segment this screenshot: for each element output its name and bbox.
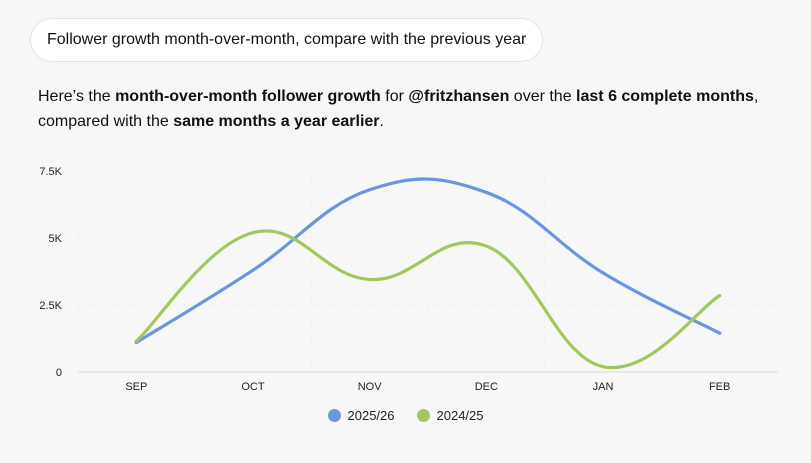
chart-legend: 2025/26 2024/25: [0, 408, 811, 423]
legend-swatch-2024-25: [416, 409, 430, 422]
legend-label-2025-26: 2025/26: [347, 408, 395, 423]
x-tick-label: FEB: [709, 381, 730, 393]
data-point-2024-25-oct: [251, 231, 255, 235]
x-tick-label: DEC: [475, 381, 498, 393]
data-point-2024-25-sep: [134, 339, 138, 343]
data-point-2025-26-feb: [718, 331, 722, 335]
series-line-2024-25: [134, 229, 722, 370]
reply-text-1: Here’s the: [38, 88, 116, 105]
data-point-2025-26-dec: [484, 190, 488, 195]
chart-series: [134, 177, 722, 370]
reply-bold-period: last 6 complete months: [576, 88, 754, 105]
line-chart: 0 2.5K 5K 7.5K SEP OCT NOV DEC JAN FEB: [39, 166, 779, 393]
x-tick-label: NOV: [358, 381, 383, 393]
legend-label-2024-25: 2024/25: [436, 408, 484, 423]
reply-text-5: .: [379, 113, 384, 130]
y-tick-label: 0: [56, 367, 62, 379]
data-point-2025-26-nov: [368, 188, 372, 192]
chart-grid: [77, 170, 779, 373]
legend-item-2024-25[interactable]: 2024/25: [416, 408, 484, 423]
reply-bold-comparison: same months a year earlier: [173, 113, 380, 130]
user-prompt-bubble: Follower growth month-over-month, compar…: [30, 18, 544, 62]
user-prompt-text: Follower growth month-over-month, compar…: [47, 31, 527, 48]
reply-text-3: over the: [509, 88, 577, 105]
assistant-reply: Here’s the month-over-month follower gro…: [38, 84, 778, 134]
data-point-2024-25-jan: [601, 365, 605, 369]
data-point-2024-25-dec: [484, 244, 488, 248]
series-line-2025-26: [134, 177, 722, 345]
x-tick-label: JAN: [593, 381, 614, 393]
legend-item-2025-26[interactable]: 2025/26: [327, 408, 395, 423]
series-2024-25: [134, 229, 722, 370]
reply-text-2: for: [380, 88, 409, 105]
data-point-2025-26-oct: [251, 268, 255, 272]
data-point-2024-25-feb: [718, 294, 722, 298]
reply-bold-metric: month-over-month follower growth: [115, 88, 381, 105]
data-point-2024-25-nov: [368, 277, 372, 282]
x-tick-label: OCT: [241, 381, 265, 393]
reply-bold-handle: @fritzhansen: [408, 88, 510, 105]
y-tick-label: 7.5K: [39, 166, 62, 178]
x-tick-label: SEP: [125, 381, 147, 393]
chart-axes: 0 2.5K 5K 7.5K SEP OCT NOV DEC JAN FEB: [39, 166, 730, 393]
y-tick-label: 2.5K: [39, 300, 62, 312]
legend-swatch-2025-26: [327, 409, 341, 422]
reply-text-4: , compared with the: [38, 88, 759, 130]
data-point-2025-26-jan: [601, 271, 605, 275]
y-tick-label: 5K: [49, 233, 63, 245]
